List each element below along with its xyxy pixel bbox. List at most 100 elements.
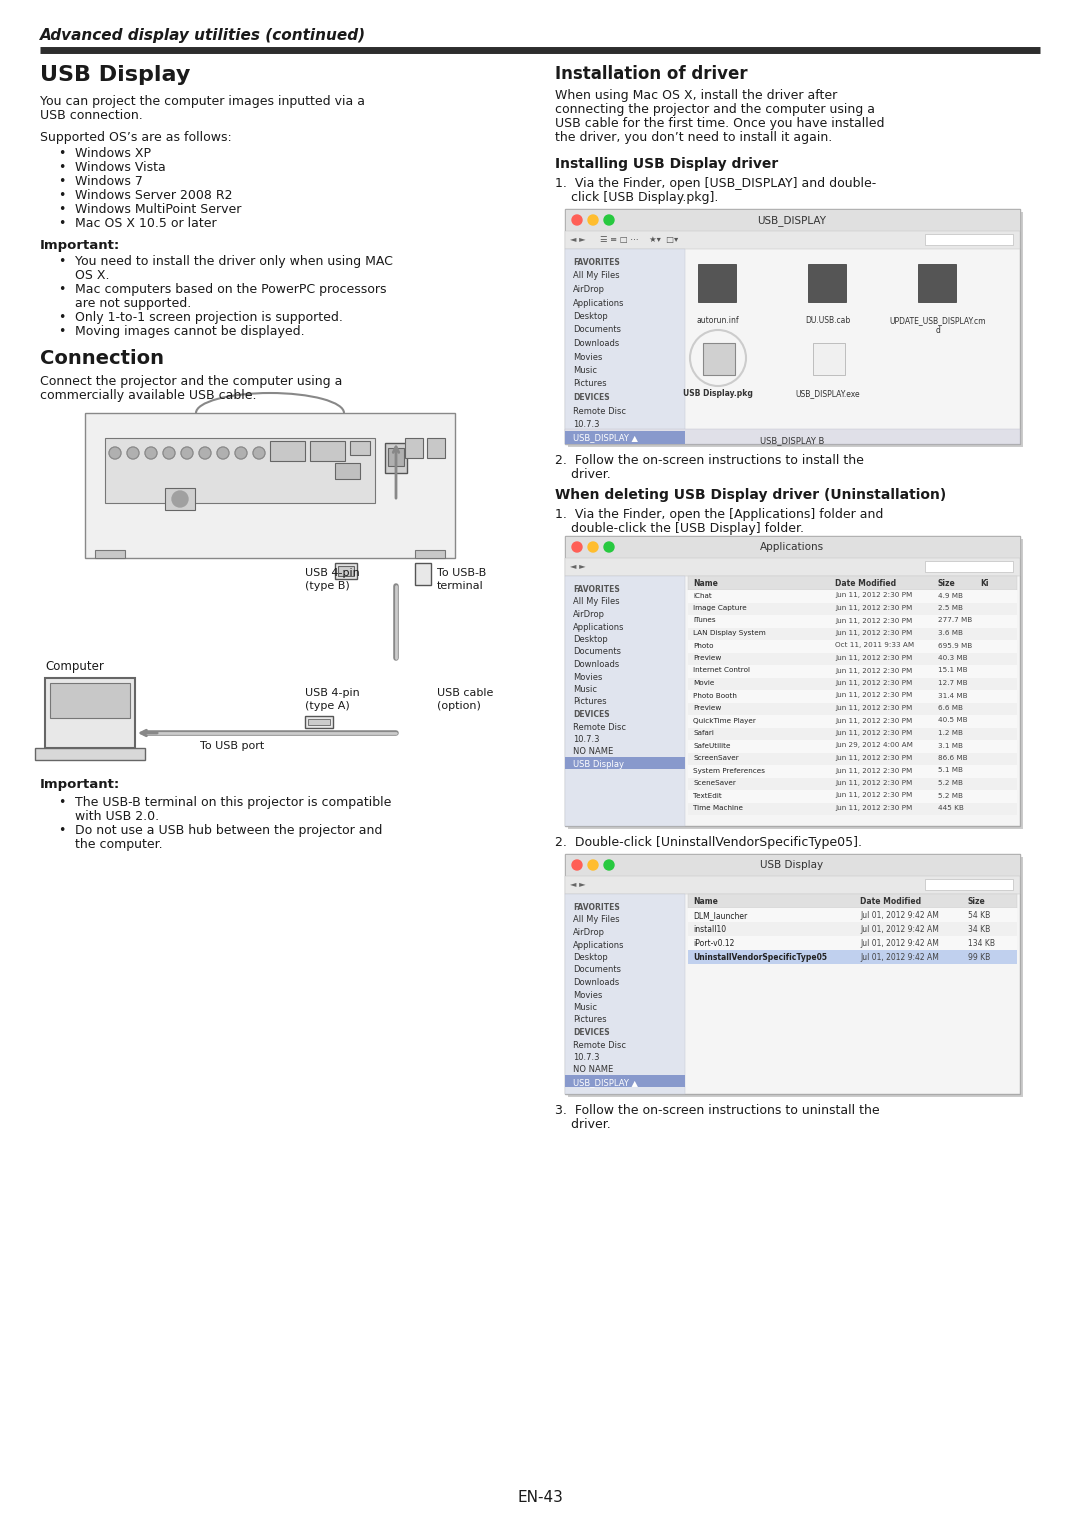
Bar — [688, 936, 1017, 950]
Circle shape — [604, 215, 615, 224]
Text: •: • — [58, 796, 66, 809]
Text: Preview: Preview — [693, 705, 721, 712]
Text: 1.  Via the Finder, open [USB_DISPLAY] and double-: 1. Via the Finder, open [USB_DISPLAY] an… — [555, 177, 876, 189]
Circle shape — [109, 447, 121, 460]
Text: SafeUtilite: SafeUtilite — [693, 742, 730, 748]
Text: USB_DISPLAY ▲: USB_DISPLAY ▲ — [573, 434, 638, 443]
Text: UninstallVendorSpecificType05: UninstallVendorSpecificType05 — [693, 953, 827, 962]
Text: Only 1-to-1 screen projection is supported.: Only 1-to-1 screen projection is support… — [75, 312, 342, 324]
Text: Pictures: Pictures — [573, 380, 607, 388]
Bar — [308, 719, 330, 725]
Text: USB 4-pin: USB 4-pin — [305, 568, 360, 579]
Text: Jun 11, 2012 2:30 PM: Jun 11, 2012 2:30 PM — [835, 617, 913, 623]
Text: Jun 11, 2012 2:30 PM: Jun 11, 2012 2:30 PM — [835, 705, 913, 712]
Text: Jun 11, 2012 2:30 PM: Jun 11, 2012 2:30 PM — [835, 805, 913, 811]
Bar — [565, 429, 1020, 444]
Text: Jun 11, 2012 2:30 PM: Jun 11, 2012 2:30 PM — [835, 780, 913, 786]
Circle shape — [253, 447, 265, 460]
Bar — [165, 489, 195, 510]
Text: 10.7.3: 10.7.3 — [573, 734, 599, 744]
Bar — [565, 557, 1020, 576]
Text: OS X.: OS X. — [75, 269, 109, 282]
Text: driver.: driver. — [555, 1118, 611, 1132]
Text: Safari: Safari — [693, 730, 714, 736]
Bar — [688, 702, 1017, 715]
Text: Movies: Movies — [573, 353, 603, 362]
Bar — [688, 690, 1017, 702]
Bar — [384, 443, 407, 473]
Text: Music: Music — [573, 1003, 597, 1012]
Circle shape — [235, 447, 247, 460]
Bar — [688, 678, 1017, 690]
Bar — [924, 234, 1013, 244]
Text: 12.7 MB: 12.7 MB — [939, 680, 968, 686]
Text: Photo: Photo — [693, 643, 714, 649]
Text: All My Files: All My Files — [573, 916, 620, 924]
Text: Installation of driver: Installation of driver — [555, 66, 747, 82]
Circle shape — [604, 542, 615, 551]
Text: 1.  Via the Finder, open the [Applications] folder and: 1. Via the Finder, open the [Application… — [555, 508, 883, 521]
Text: TextEdit: TextEdit — [693, 793, 721, 799]
Bar — [688, 576, 1017, 589]
Bar — [305, 716, 333, 728]
Bar — [565, 757, 685, 770]
Text: Jun 11, 2012 2:30 PM: Jun 11, 2012 2:30 PM — [835, 718, 913, 724]
Text: •: • — [58, 312, 66, 324]
Text: connecting the projector and the computer using a: connecting the projector and the compute… — [555, 102, 875, 116]
Text: 34 KB: 34 KB — [968, 925, 990, 935]
Text: 3.  Follow the on-screen instructions to uninstall the: 3. Follow the on-screen instructions to … — [555, 1104, 879, 1116]
Bar — [427, 438, 445, 458]
Bar — [35, 748, 145, 760]
Bar — [688, 603, 1017, 615]
Text: Jul 01, 2012 9:42 AM: Jul 01, 2012 9:42 AM — [860, 939, 939, 948]
Text: 3.1 MB: 3.1 MB — [939, 742, 963, 748]
Text: Desktop: Desktop — [573, 312, 608, 321]
Bar — [688, 741, 1017, 753]
Bar — [924, 560, 1013, 573]
Text: NO NAME: NO NAME — [573, 748, 613, 756]
Bar — [565, 231, 1020, 249]
Bar — [405, 438, 423, 458]
Circle shape — [604, 860, 615, 870]
Text: Desktop: Desktop — [573, 635, 608, 644]
Text: 3.6 MB: 3.6 MB — [939, 631, 963, 637]
Text: Windows Server 2008 R2: Windows Server 2008 R2 — [75, 189, 232, 202]
Text: You need to install the driver only when using MAC: You need to install the driver only when… — [75, 255, 393, 269]
Text: Desktop: Desktop — [573, 953, 608, 962]
Text: Pictures: Pictures — [573, 1015, 607, 1025]
Text: UPDATE_USB_DISPLAY.cm
d: UPDATE_USB_DISPLAY.cm d — [890, 316, 986, 336]
Text: 695.9 MB: 695.9 MB — [939, 643, 972, 649]
Circle shape — [181, 447, 193, 460]
Circle shape — [588, 860, 598, 870]
Bar — [565, 209, 1020, 444]
Circle shape — [163, 447, 175, 460]
Text: Advanced display utilities (continued): Advanced display utilities (continued) — [40, 27, 366, 43]
Text: Movie: Movie — [693, 680, 714, 686]
Text: ◄ ►: ◄ ► — [570, 562, 585, 571]
Text: 15.1 MB: 15.1 MB — [939, 667, 968, 673]
Bar — [568, 212, 1023, 447]
Text: Preview: Preview — [693, 655, 721, 661]
Text: install10: install10 — [693, 925, 726, 935]
Bar — [565, 536, 1020, 557]
Bar — [415, 550, 445, 557]
Text: with USB 2.0.: with USB 2.0. — [75, 809, 159, 823]
Text: •: • — [58, 325, 66, 337]
Bar — [688, 652, 1017, 664]
Bar — [688, 640, 1017, 652]
Text: Supported OS’s are as follows:: Supported OS’s are as follows: — [40, 131, 232, 144]
Bar — [688, 950, 1017, 964]
Text: When deleting USB Display driver (Uninstallation): When deleting USB Display driver (Uninst… — [555, 489, 946, 502]
Text: Name: Name — [693, 579, 718, 588]
Text: Documents: Documents — [573, 965, 621, 974]
Text: •: • — [58, 147, 66, 160]
Text: EN-43: EN-43 — [517, 1490, 563, 1506]
Bar — [688, 765, 1017, 777]
Text: All My Files: All My Files — [573, 597, 620, 606]
Text: driver.: driver. — [555, 467, 611, 481]
Text: Jul 01, 2012 9:42 AM: Jul 01, 2012 9:42 AM — [860, 925, 939, 935]
Text: Jun 29, 2012 4:00 AM: Jun 29, 2012 4:00 AM — [835, 742, 913, 748]
Bar — [924, 880, 1013, 890]
Text: ☰ ≡ □ ⋯    ★▾  □▾: ☰ ≡ □ ⋯ ★▾ □▾ — [600, 235, 678, 244]
Text: Size: Size — [968, 896, 986, 906]
